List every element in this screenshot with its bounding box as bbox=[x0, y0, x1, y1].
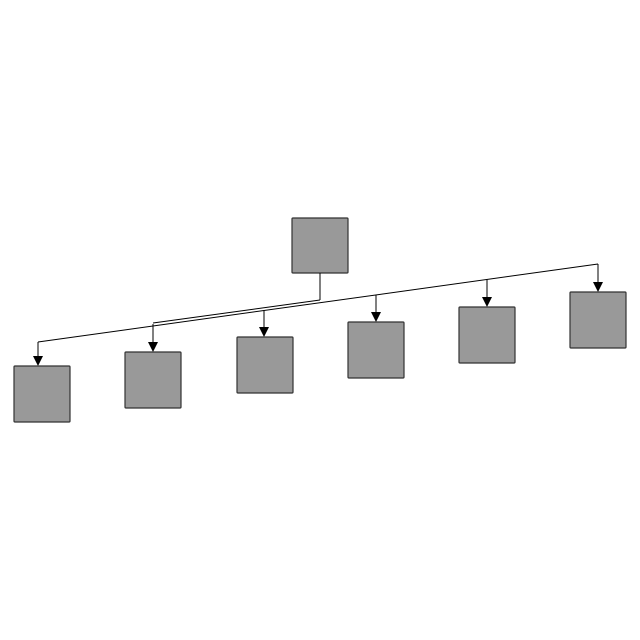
child-nodes bbox=[13, 291, 627, 423]
root-node bbox=[291, 217, 349, 274]
child-node bbox=[124, 351, 182, 409]
child-node bbox=[347, 321, 405, 379]
arrowhead bbox=[33, 356, 43, 366]
arrowhead bbox=[371, 312, 381, 322]
child-node bbox=[236, 336, 294, 394]
child-node bbox=[458, 306, 516, 364]
arrowhead bbox=[482, 297, 492, 307]
child-node bbox=[13, 365, 71, 423]
connectors bbox=[33, 264, 603, 366]
bus-edge bbox=[152, 299, 321, 324]
arrowhead bbox=[259, 327, 269, 337]
arrowhead bbox=[148, 342, 158, 352]
arrowhead bbox=[593, 282, 603, 292]
child-node bbox=[569, 291, 627, 349]
bus-edge bbox=[37, 263, 599, 343]
